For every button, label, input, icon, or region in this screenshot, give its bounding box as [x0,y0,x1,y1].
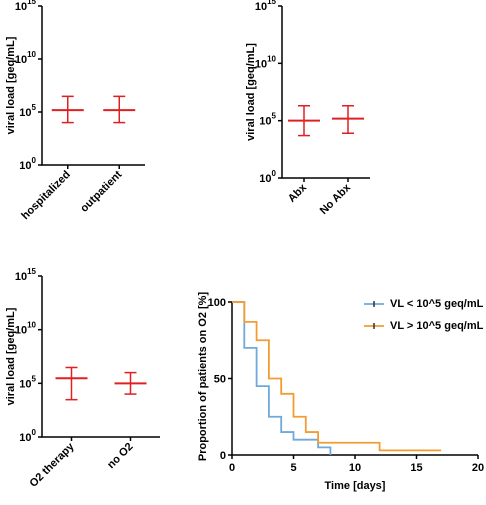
y-tick-label: 1010 [255,54,277,70]
axis [41,6,145,166]
tick-base: 10 [259,116,271,128]
y-tick-label: 100 [19,156,36,172]
y-tick-label: 1010 [15,50,37,66]
x-axis-label: Time [days] [325,480,386,492]
y-axis-label: Proportion of patients on O2 [%] [197,292,209,462]
y-tick-label: 105 [259,112,276,128]
y-axis-label: viral load [geq/mL] [5,307,17,405]
y-tick-label: 100 [19,428,36,444]
x-tick-label: Abx [286,181,310,205]
y-tick-label: 100 [208,297,226,309]
tick-exponent: 0 [272,169,277,178]
legend-label: VL > 10^5 geq/mL [390,320,484,332]
tick-exponent: 0 [32,156,37,165]
tick-exponent: 5 [32,374,37,383]
y-tick-label: 50 [214,374,226,386]
x-tick-label: outpatient [78,168,124,214]
x-tick-label: O2 therapy [27,440,77,490]
axis [41,276,160,438]
y-tick-label: 1015 [255,0,277,13]
tick-exponent: 5 [32,103,37,112]
tick-base: 10 [15,1,27,13]
x-tick-label: 20 [472,462,484,474]
survival-line [232,301,442,452]
tick-exponent: 10 [27,321,36,330]
y-tick-label: 100 [259,169,276,185]
tick-base: 10 [19,378,31,390]
tick-exponent: 10 [27,50,36,59]
x-tick-label: 15 [410,462,422,474]
y-tick-label: 1015 [15,0,37,13]
tick-exponent: 15 [27,0,36,6]
survival-line [232,301,332,455]
axis [281,6,370,179]
tick-exponent: 0 [32,428,37,437]
x-tick-label: 5 [290,462,296,474]
tick-base: 10 [15,54,27,66]
x-tick-label: No Abx [318,181,354,217]
tick-base: 10 [15,271,27,283]
tick-exponent: 15 [27,267,36,276]
y-tick-label: 105 [19,374,36,390]
tick-exponent: 5 [272,112,277,121]
y-axis-label: viral load [geq/mL] [245,43,257,141]
x-tick-label: 10 [349,462,361,474]
tick-base: 10 [259,173,271,185]
tick-exponent: 15 [267,0,276,6]
tick-base: 10 [19,432,31,444]
y-tick-label: 1010 [15,321,37,337]
tick-base: 10 [15,325,27,337]
x-tick-label: hospitalized [19,169,72,222]
y-tick-label: 1015 [15,267,37,283]
tick-base: 10 [255,1,267,13]
y-tick-label: 0 [220,450,226,462]
y-axis-label: viral load [geq/mL] [5,36,17,134]
x-tick-label: 0 [229,462,235,474]
tick-base: 10 [19,160,31,172]
x-tick-label: no O2 [105,441,136,472]
y-tick-label: 105 [19,103,36,119]
tick-base: 10 [19,107,31,119]
legend-label: VL < 10^5 geq/mL [390,298,484,310]
tick-exponent: 10 [267,54,276,63]
tick-base: 10 [255,58,267,70]
